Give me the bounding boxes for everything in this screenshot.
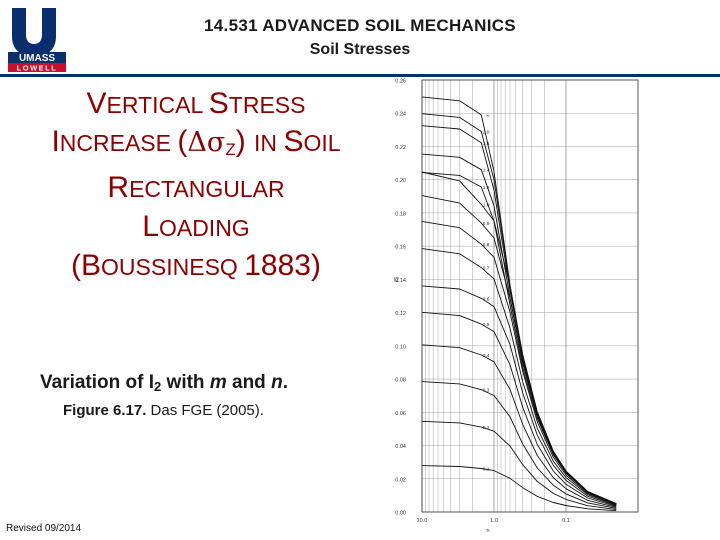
y-tick-label: 0.02 [395, 477, 406, 483]
caption-d: . [282, 372, 288, 393]
title-l3-a: R [107, 171, 130, 204]
y-tick-label: 0.12 [395, 311, 406, 317]
svg-text:UMASS: UMASS [19, 53, 55, 64]
y-tick-label: 0.26 [395, 79, 406, 85]
caption-a: Variation of I [40, 372, 155, 393]
title-l2-f: S [283, 125, 304, 158]
delta-sigma-symbol: Δσ [187, 127, 226, 158]
curve-0.6 [421, 285, 617, 507]
figure-reference: Figure 6.17. Das FGE (2005). [63, 402, 264, 419]
figure-ref-rest: Das FGE (2005). [146, 402, 264, 419]
title-l4-a: L [142, 210, 159, 243]
revised-date: Revised 09/2014 [6, 523, 82, 534]
curve-2.0 [421, 113, 617, 505]
curve-label: 2.0 [483, 130, 490, 136]
y-tick-label: 0.24 [395, 112, 406, 118]
y-tick-label: 0.22 [395, 145, 406, 151]
caption-sub: 2 [154, 379, 162, 394]
title-l1-c: S [208, 87, 229, 120]
curve-0.3 [421, 381, 617, 509]
title-l1-a: V [86, 87, 107, 120]
figure-caption: Variation of I2 with m and n. [40, 372, 288, 394]
y-tick-label: 0.14 [395, 278, 406, 284]
curve-∞ [421, 96, 617, 505]
y-tick-label: 0.16 [395, 245, 406, 251]
curve-0.1 [421, 465, 617, 512]
title-l2-d: ) [235, 125, 255, 158]
x-tick-label: 1.0 [490, 518, 498, 524]
y-tick-label: 0.08 [395, 378, 406, 384]
curve-0.5 [421, 311, 617, 507]
curve-label: 0.5 [483, 322, 490, 328]
curve-label: 0.9 [483, 221, 490, 227]
curve-label: 0.7 [483, 266, 490, 272]
curve-1.4 [421, 153, 617, 505]
curve-label: 1.0 [483, 202, 490, 208]
curve-0.8 [421, 220, 617, 505]
x-tick-label: 0.1 [562, 518, 570, 524]
curve-label: 1.8 [483, 141, 490, 147]
curve-label: 1.4 [483, 168, 490, 174]
figure-ref-bold: Figure 6.17. [63, 402, 147, 419]
caption-b: with [161, 372, 210, 393]
curve-0.4 [421, 344, 617, 508]
slide-title-line-3: RECTANGULAR [0, 169, 392, 208]
x-tick-label: 10.0 [417, 518, 428, 524]
title-l2-e: IN [254, 130, 284, 156]
slide-title-line-4: LOADING [0, 208, 392, 247]
title-l4-b: OADING [158, 215, 250, 241]
caption-n: n [271, 372, 283, 393]
title-l5-c: 1883) [244, 249, 321, 282]
title-l1-b: ERTICAL [106, 92, 209, 118]
y-axis-label: I2 [394, 277, 400, 283]
title-l5-a: (B [71, 249, 102, 282]
header-title: 14.531 ADVANCED SOIL MECHANICS [204, 16, 516, 35]
curve-label: 1.2 [483, 185, 490, 191]
slide-title-line-2: INCREASE (ΔσZ) IN SOIL [0, 123, 392, 169]
slide-title-line-5: (BOUSSINESQ 1883) [0, 247, 392, 286]
title-l5-b: OUSSINESQ [101, 254, 245, 280]
caption-m: m [209, 372, 227, 393]
y-tick-label: 0.18 [395, 211, 406, 217]
curve-label: 0.4 [483, 353, 490, 359]
header-bar: UMASS LOWELL 14.531 ADVANCED SOIL MECHAN… [0, 0, 720, 74]
y-tick-label: 0.06 [395, 411, 406, 417]
y-tick-label: 0.00 [395, 511, 406, 517]
curve-label: 0.3 [483, 388, 490, 394]
y-tick-label: 0.04 [395, 444, 406, 450]
curve-0.9 [421, 195, 617, 505]
curve-label: ∞ [486, 114, 490, 119]
curve-label: 0.2 [483, 425, 490, 431]
title-l2-c: ( [177, 125, 188, 158]
curve-label: 0.6 [483, 296, 490, 302]
header-subtitle: Soil Stresses [309, 41, 411, 58]
slide-title: VERTICAL STRESS INCREASE (ΔσZ) IN SOIL R… [0, 86, 392, 286]
svg-text:LOWELL: LOWELL [17, 64, 58, 73]
plot-frame [421, 79, 639, 513]
title-l2-g: OIL [303, 130, 341, 156]
slide-title-line-1: VERTICAL STRESS [0, 86, 392, 123]
title-l1-d: TRESS [228, 92, 306, 118]
x-axis-label: n [486, 528, 489, 534]
curve-0.2 [421, 420, 617, 510]
y-tick-label: 0.10 [395, 344, 406, 350]
y-tick-label: 0.20 [395, 178, 406, 184]
title-l3-b: ECTANGULAR [129, 176, 285, 202]
header-rule [0, 74, 720, 77]
curve-label: 0.8 [483, 242, 490, 248]
umass-lowell-logo: UMASS LOWELL [8, 8, 66, 73]
curve-label: 0.1 [483, 466, 490, 472]
title-l2-a: I [51, 125, 60, 158]
title-l2-b: NCREASE [59, 130, 178, 156]
curve-1.0 [421, 171, 617, 505]
curve-0.7 [421, 248, 617, 506]
title-l2-sub: Z [225, 140, 236, 159]
i2-chart: 0.26 0.24 0.22 0.20 0.18 0.16 0.14 0.12 0.10 0.08… [394, 79, 639, 534]
caption-c: and [226, 372, 272, 393]
